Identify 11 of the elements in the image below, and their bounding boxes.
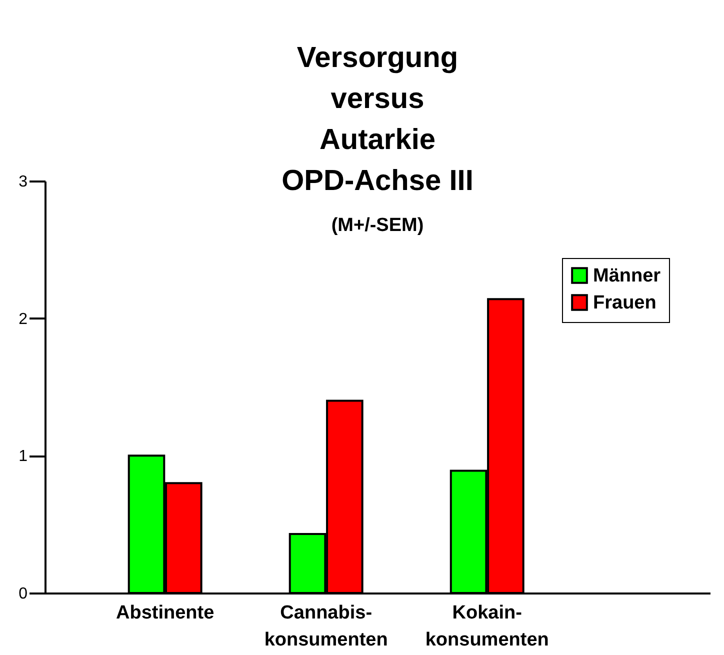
chart-title: Versorgung versus Autarkie OPD-Achse III (282, 42, 474, 197)
legend-label: Frauen (593, 292, 656, 314)
y-tick-label: 0 (18, 586, 28, 602)
y-tick-label: 1 (18, 448, 28, 466)
legend-label: Männer (593, 266, 662, 286)
x-tick-label: Kokain-konsumenten (425, 602, 549, 650)
x-tick-label: Cannabis-konsumenten (264, 602, 388, 650)
text: (M+/-SEM) (331, 215, 424, 236)
y-tick-label: 2 (18, 310, 28, 328)
y-tick-label: 3 (18, 174, 28, 190)
x-tick-label: Abstinente (116, 602, 214, 624)
